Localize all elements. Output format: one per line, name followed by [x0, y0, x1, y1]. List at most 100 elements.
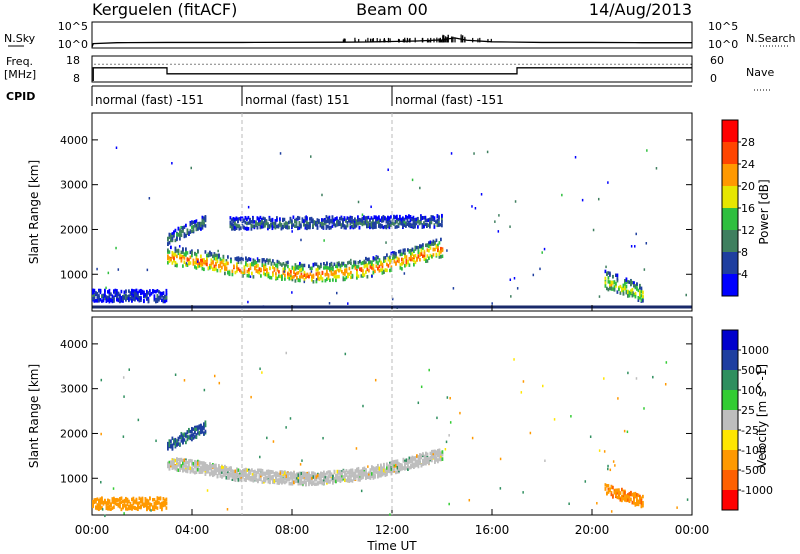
echo-cell — [231, 218, 233, 222]
echo-cell — [321, 225, 323, 229]
echo-cell — [373, 225, 376, 229]
echo-cell — [607, 489, 610, 494]
echo-cell — [218, 264, 220, 268]
echo-cell — [339, 479, 342, 483]
echo-cell — [326, 479, 328, 483]
echo-cell — [440, 254, 442, 259]
echo-cell — [384, 258, 387, 263]
echo-cell — [326, 277, 328, 282]
echo-cell — [120, 297, 123, 302]
noise-cell — [180, 226, 182, 229]
echo-cell — [96, 503, 99, 507]
echo-cell — [179, 464, 181, 468]
echo-cell — [182, 461, 184, 466]
echo-cell — [633, 281, 635, 285]
echo-cell — [306, 272, 309, 277]
echo-cell — [416, 258, 418, 262]
echo-cell — [438, 452, 441, 457]
echo-cell — [227, 255, 229, 259]
echo-cell — [215, 257, 217, 261]
echo-cell — [230, 259, 232, 263]
echo-cell — [261, 260, 264, 264]
echo-cell — [266, 258, 268, 262]
echo-cell — [426, 243, 429, 247]
echo-cell — [440, 246, 442, 251]
echo-cell — [242, 272, 244, 276]
echo-cell — [262, 224, 265, 229]
echo-cell — [287, 472, 289, 476]
echo-cell — [234, 473, 237, 478]
echo-cell — [248, 468, 250, 473]
echo-cell — [209, 472, 211, 476]
echo-cell — [210, 252, 213, 256]
echo-cell — [237, 219, 239, 224]
echo-cell — [372, 466, 375, 470]
echo-cell — [407, 464, 409, 469]
echo-cell — [377, 463, 379, 468]
echo-cell — [192, 427, 195, 431]
echo-cell — [621, 487, 623, 492]
echo-cell — [234, 257, 237, 261]
echo-cell — [156, 506, 159, 510]
echo-cell — [210, 467, 213, 471]
echo-cell — [171, 255, 174, 259]
echo-cell — [329, 480, 331, 484]
echo-cell — [366, 257, 369, 262]
echo-cell — [434, 247, 436, 252]
echo-cell — [207, 252, 210, 256]
echo-cell — [179, 231, 181, 236]
echo-cell — [243, 270, 246, 274]
echo-cell — [275, 477, 277, 482]
echo-cell — [631, 280, 634, 285]
echo-cell — [609, 283, 611, 287]
echo-cell — [182, 439, 184, 443]
echo-cell — [402, 224, 404, 228]
echo-cell — [367, 215, 370, 220]
echo-cell — [361, 219, 364, 223]
echo-cell — [255, 473, 258, 478]
echo-cell — [182, 264, 184, 268]
echo-cell — [119, 504, 121, 509]
noise-cell — [664, 382, 667, 386]
echo-cell — [422, 246, 424, 250]
echo-cell — [245, 257, 247, 261]
noise-cell — [449, 396, 451, 400]
echo-cell — [404, 252, 406, 256]
y-tick-label: 1000 — [60, 472, 88, 485]
echo-cell — [123, 295, 126, 300]
echo-cell — [330, 225, 332, 230]
noise-cell — [256, 257, 259, 260]
echo-cell — [243, 471, 246, 476]
echo-cell — [356, 474, 358, 479]
echo-cell — [642, 503, 644, 508]
echo-cell — [218, 471, 220, 475]
echo-cell — [429, 217, 431, 222]
echo-cell — [425, 456, 427, 460]
echo-cell — [275, 471, 277, 475]
echo-cell — [348, 471, 351, 475]
echo-cell — [264, 475, 267, 479]
echo-cell — [327, 480, 330, 484]
echo-cell — [308, 482, 310, 487]
echo-cell — [368, 257, 370, 262]
echo-cell — [156, 496, 159, 500]
echo-cell — [347, 478, 349, 483]
echo-cell — [219, 257, 222, 261]
echo-cell — [353, 260, 355, 264]
echo-cell — [233, 474, 235, 478]
echo-cell — [333, 476, 336, 481]
echo-cell — [361, 222, 364, 227]
echo-cell — [188, 231, 190, 235]
echo-cell — [349, 225, 352, 230]
echo-cell — [409, 218, 412, 223]
echo-cell — [267, 261, 270, 265]
echo-cell — [354, 472, 357, 476]
echo-cell — [390, 460, 393, 465]
echo-cell — [410, 456, 412, 461]
echo-cell — [153, 498, 156, 502]
echo-cell — [174, 263, 177, 268]
echo-cell — [113, 500, 115, 505]
echo-cell — [108, 288, 111, 293]
echo-cell — [381, 468, 384, 472]
noise-cell — [411, 178, 414, 182]
